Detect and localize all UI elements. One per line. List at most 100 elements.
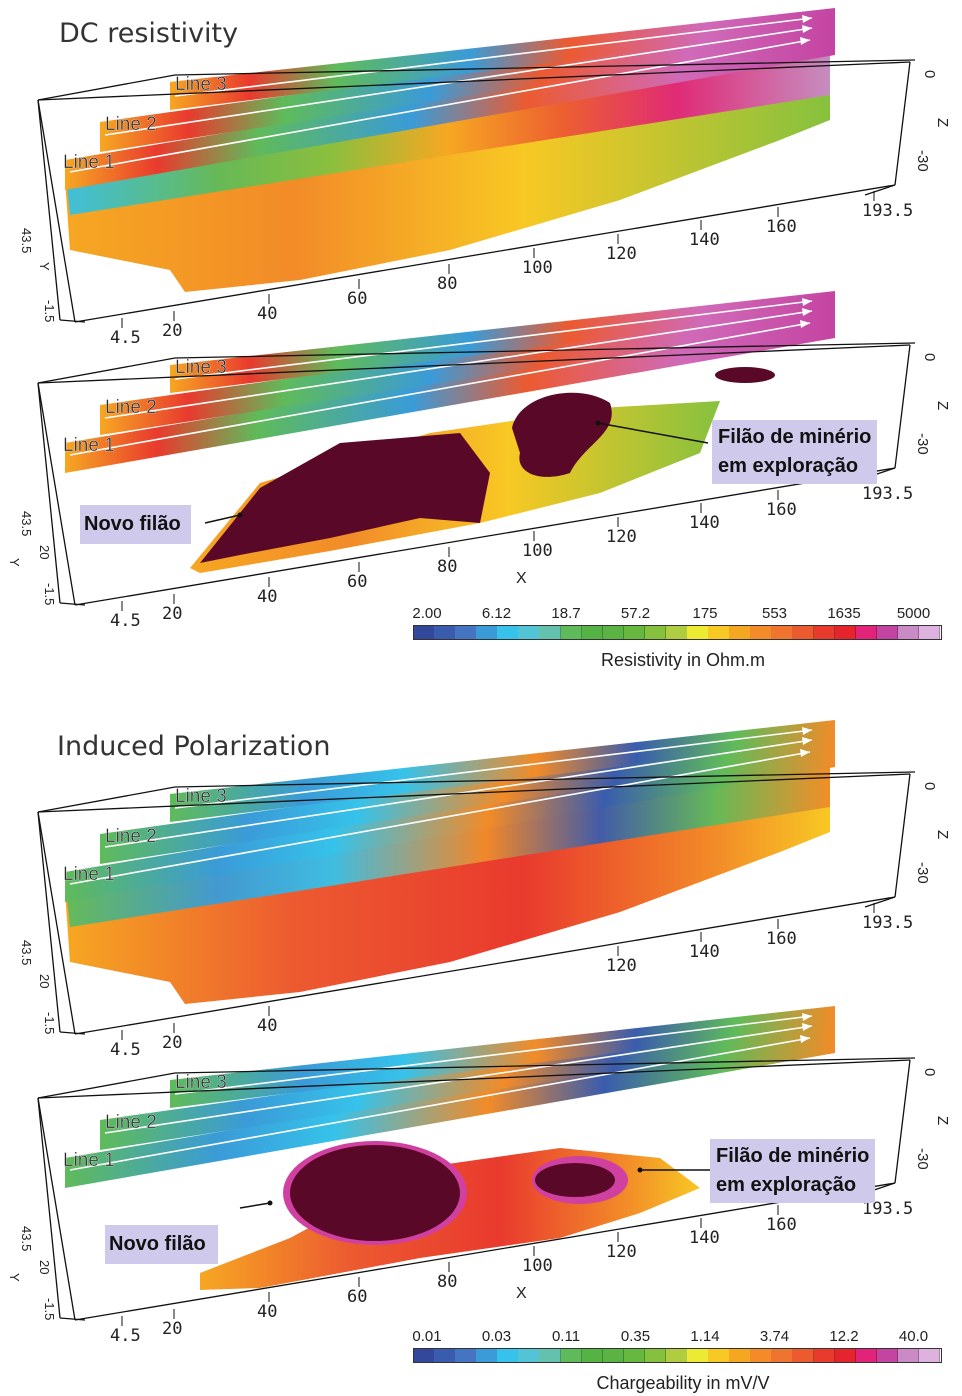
frame-edge: [894, 61, 911, 186]
frame-edge: [37, 74, 176, 101]
colorbar-segment: [497, 625, 519, 639]
z-tick-label: Z: [934, 118, 951, 127]
panel-ip-full: Line 1 Line 2 Line 3 4.5 20 40 120 140 160 193.5 4…: [19, 720, 951, 1060]
arrow-head-icon: [802, 1013, 812, 1021]
arrow-head-icon: [802, 737, 812, 745]
y-tick-label: -1.5: [42, 1012, 57, 1034]
frame-edge: [74, 1182, 896, 1321]
line-arrow: [69, 322, 811, 456]
y-tick-label: -1.5: [42, 583, 57, 605]
z-tick-label: -30: [914, 150, 931, 172]
colorbar-segment: [497, 1348, 519, 1362]
colorbar-segment: [771, 1348, 793, 1362]
frame-edge: [174, 59, 916, 76]
x-tick-label: 60: [347, 1287, 367, 1307]
line-label-2: Line 2: [105, 114, 157, 135]
x-tick-label: 160: [766, 500, 797, 520]
x-tick-label: 20: [162, 1319, 182, 1339]
colorbar-tick-label: 57.2: [620, 605, 651, 622]
arrow-head-icon: [802, 1023, 812, 1031]
line-arrow: [174, 729, 813, 809]
slice-line-3: [170, 8, 835, 110]
frame-edge: [894, 773, 911, 898]
frame-edge: [59, 1031, 86, 1035]
y-tick-label: 43.5: [19, 511, 34, 536]
line-arrow: [174, 1015, 813, 1095]
annotation-existing-lode-resistivity: Filão de minério em exploração: [712, 420, 878, 484]
arrow-head-icon: [802, 15, 812, 23]
x-tick-label: 40: [257, 1016, 277, 1036]
z-tick-label: Z: [934, 401, 951, 410]
x-tick-label: 80: [437, 1272, 457, 1292]
line-label-3: Line 3: [175, 74, 227, 95]
line-label-2: Line 2: [105, 826, 157, 847]
panel-ip-body: Line 1 Line 2 Line 3 4.5 20 40 60 80 100 120 140 16…: [7, 1006, 951, 1346]
colorbar-segment: [834, 625, 857, 639]
y-tick-label: 43.5: [19, 940, 34, 965]
line-label-1: Line 1: [63, 152, 115, 173]
colorbar-segment: [855, 625, 878, 639]
frame-edge: [59, 319, 86, 323]
frame-edge: [74, 467, 896, 606]
colorbar-segment: [644, 1348, 667, 1362]
section-title-ip: Induced Polarization: [57, 731, 331, 762]
y-tick-label: -1.5: [42, 1298, 57, 1320]
y-tick-label: 20: [37, 545, 52, 559]
z-tick-label: 0: [921, 353, 938, 361]
line-label-1: Line 1: [63, 864, 115, 885]
x-tick-label: 140: [689, 230, 720, 250]
frame-edge: [894, 344, 911, 469]
y-tick-label: Y: [37, 262, 52, 271]
colorbar-tick-label: 6.12: [481, 605, 512, 622]
colorbar-tick-label: 175: [692, 605, 718, 622]
colorbar-segment: [792, 625, 815, 639]
colorbar-segment: [918, 1348, 941, 1362]
x-tick-label: 100: [522, 1256, 553, 1276]
x-tick-label: 20: [162, 1033, 182, 1053]
frame-edge: [74, 896, 896, 1035]
frame-edge: [37, 1059, 911, 1099]
x-tick-label: 120: [606, 527, 637, 547]
colorbar-segment: [602, 625, 625, 639]
y-tick-label: Y: [7, 1273, 22, 1282]
annotation-existing-lode-ip: Filão de minério em exploração: [710, 1139, 876, 1203]
colorbar-segment: [687, 1348, 709, 1362]
frame-edge: [37, 1072, 176, 1099]
x-tick-label: 120: [606, 1242, 637, 1262]
arrow-head-icon: [802, 298, 812, 306]
y-tick-label: 43.5: [19, 1226, 34, 1251]
colorbar-segment: [918, 625, 941, 639]
colorbar-segment: [518, 625, 540, 639]
frame-edge: [59, 602, 86, 606]
x-tick-label: 140: [689, 513, 720, 533]
colorbar-segment: [665, 1348, 688, 1362]
frame-edge: [37, 357, 176, 384]
frame-edge: [174, 771, 916, 788]
x-tick-label: 120: [606, 244, 637, 264]
pointer-arrow: [597, 422, 709, 444]
colorbar-segment: [813, 1348, 836, 1362]
x-tick-label: 160: [766, 1215, 797, 1235]
arrow-head-icon: [802, 727, 812, 735]
colorbar-segment: [792, 1348, 815, 1362]
line-label-2: Line 2: [105, 397, 157, 418]
frame-edge: [174, 1057, 916, 1074]
x-tick-label: 120: [606, 956, 637, 976]
x-tick-label: 100: [522, 541, 553, 561]
slice-line-2: [100, 18, 835, 152]
arrow-head-icon: [802, 308, 812, 316]
z-tick-label: Z: [934, 1116, 951, 1125]
z-tick-label: 0: [921, 70, 938, 78]
x-tick-label: 20: [162, 604, 182, 624]
y-tick-label: -1.5: [42, 300, 57, 322]
colorbar-segment: [708, 625, 730, 639]
annotation-text: em exploração: [716, 1174, 857, 1196]
annotation-text: em exploração: [718, 455, 859, 477]
x-tick-label: 80: [437, 557, 457, 577]
frame-edge: [37, 99, 61, 321]
x-tick-label: 4.5: [110, 328, 141, 348]
colorbar-segment: [560, 1348, 583, 1362]
colorbar-segment: [729, 625, 751, 639]
colorbar-tick-label: 0.03: [481, 1328, 512, 1345]
line-label-1: Line 1: [63, 1150, 115, 1171]
